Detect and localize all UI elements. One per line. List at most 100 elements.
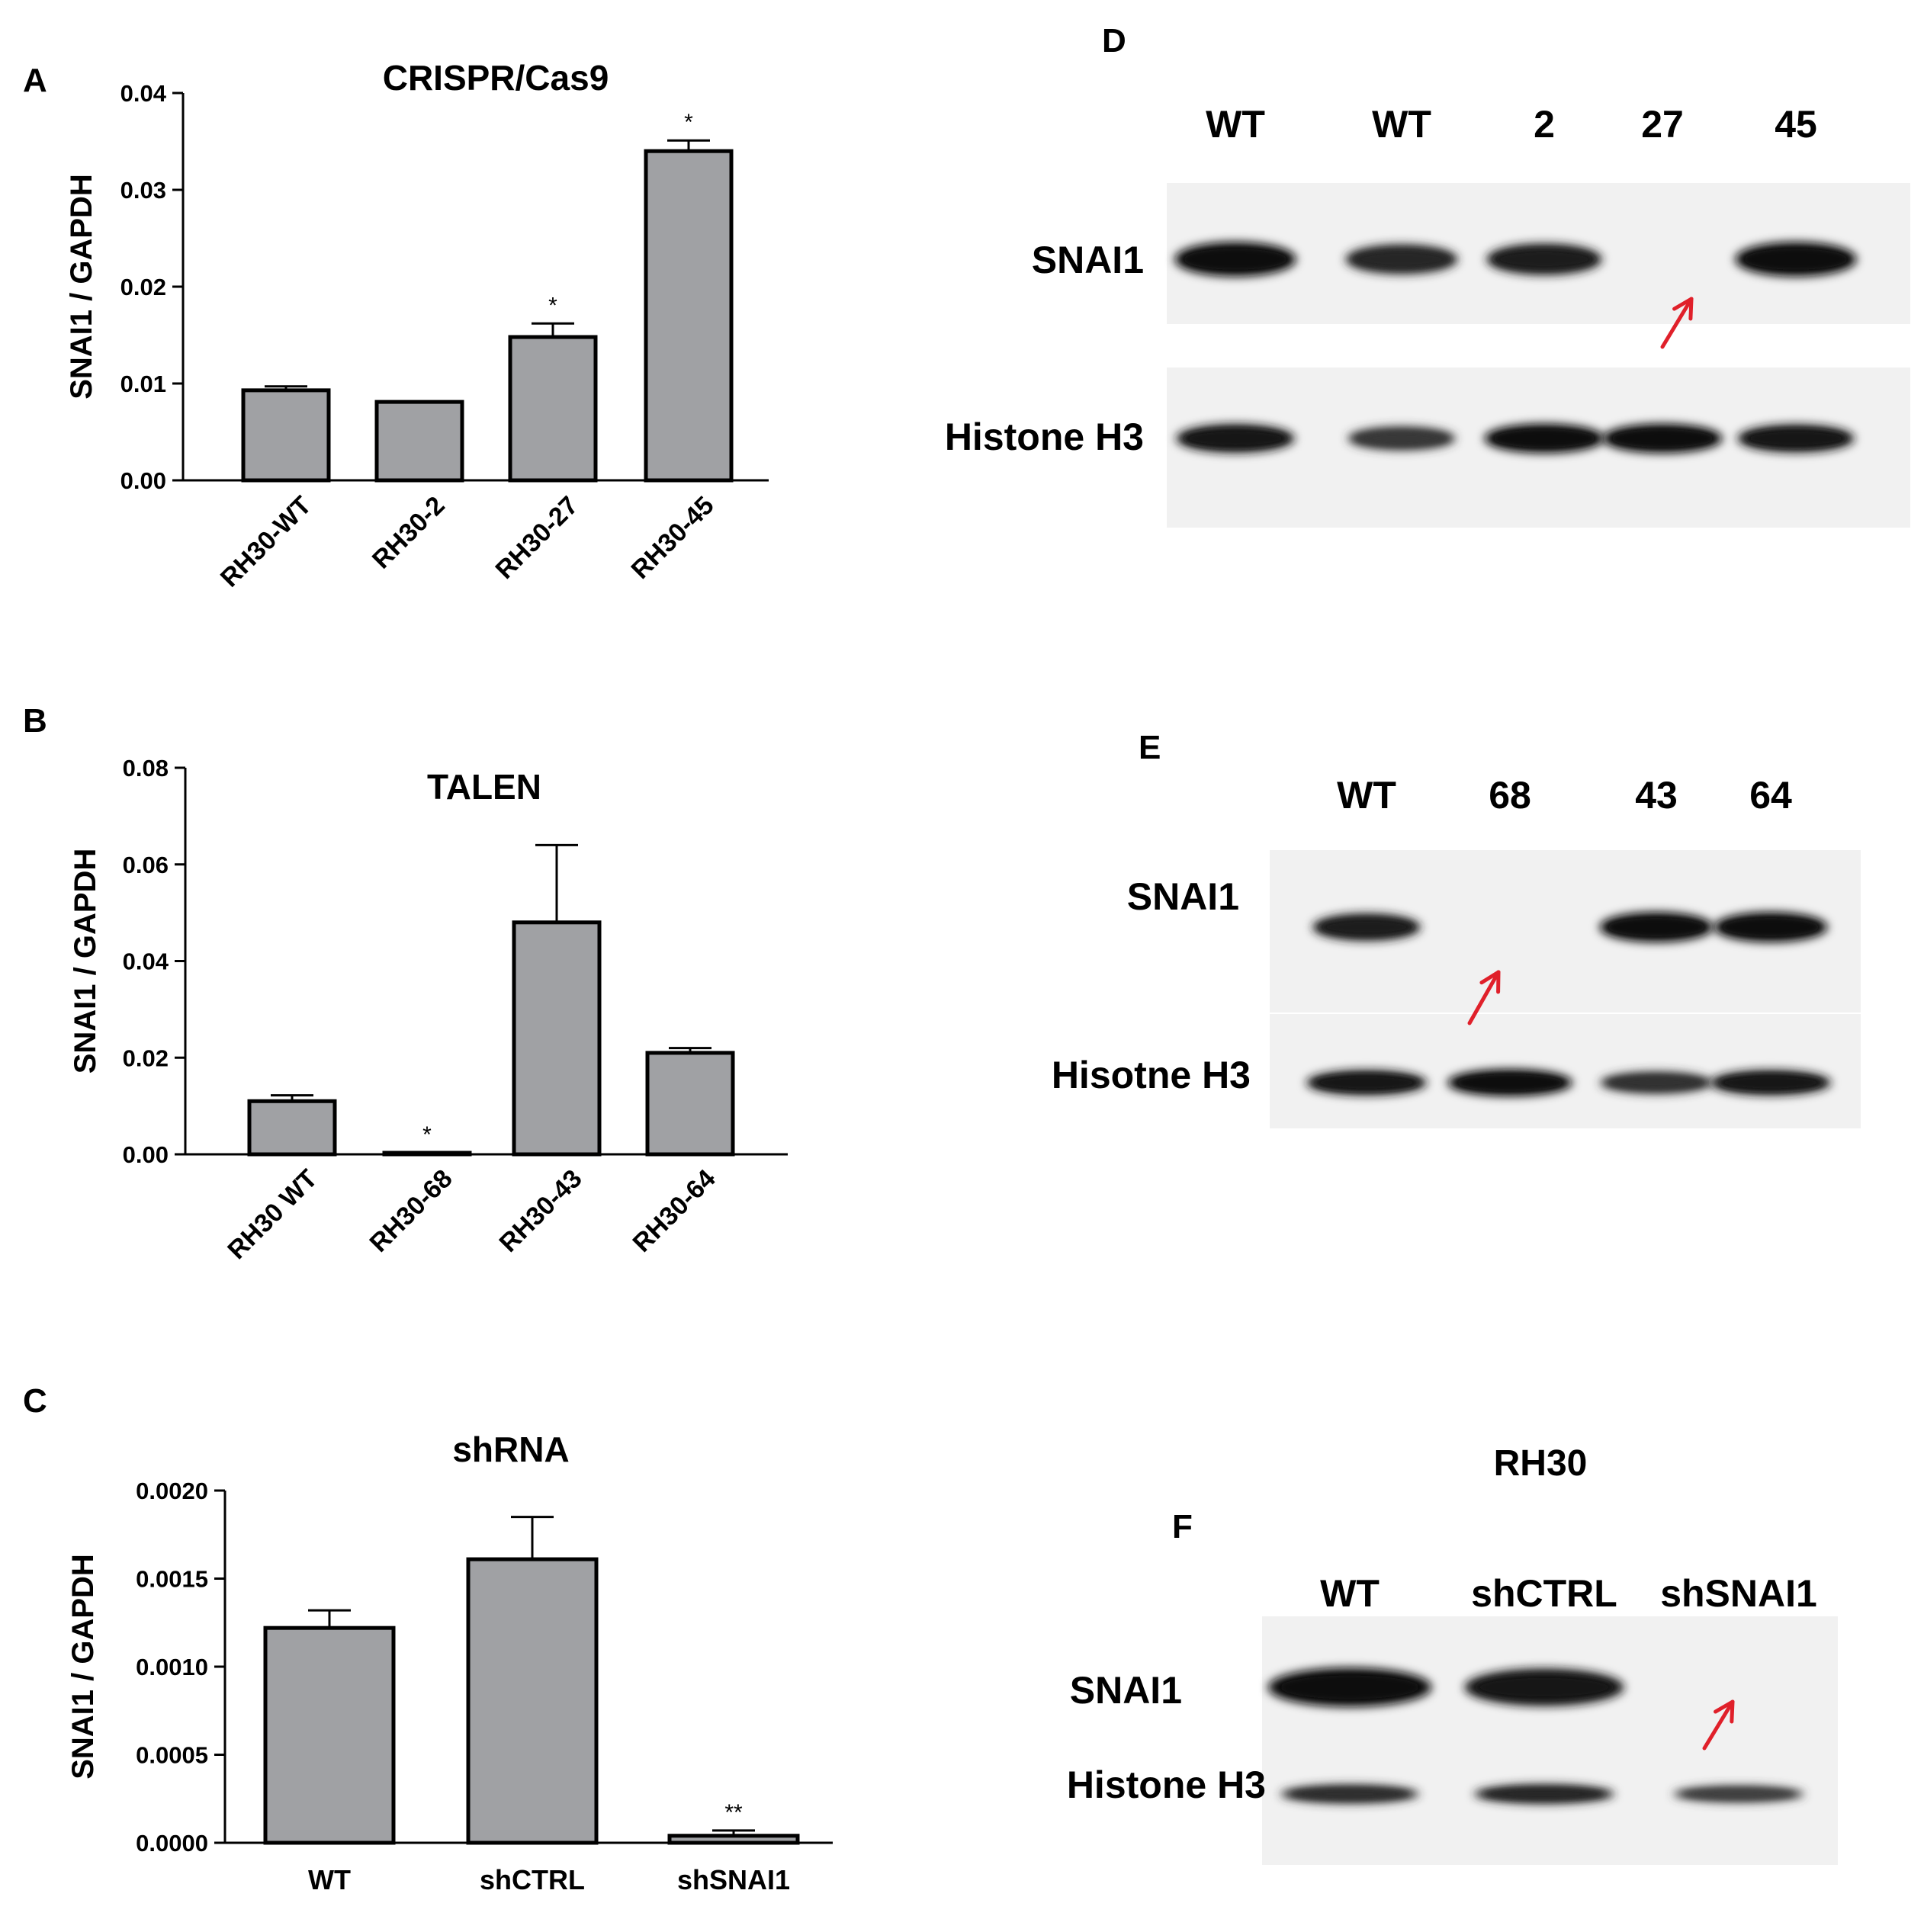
x-tick-label: RH30-43 xyxy=(494,1164,588,1258)
blot-row-label: Histone H3 xyxy=(1067,1764,1266,1806)
lane-label: WT xyxy=(1206,103,1265,146)
blot-band-core xyxy=(1290,1788,1409,1800)
x-tick-label: WT xyxy=(308,1864,351,1895)
western-blot-e: WT 68 43 64 SNAI1 Hisotne H3 xyxy=(1052,774,1861,1128)
bar xyxy=(512,920,602,1157)
lane-label: WT xyxy=(1372,103,1431,146)
y-axis-label: SNAI1 / GAPDH xyxy=(69,849,102,1074)
lane-label: 68 xyxy=(1489,774,1531,817)
blot-band-core xyxy=(1608,918,1705,936)
y-tick-label: 0.01 xyxy=(120,371,166,397)
lane-label: 43 xyxy=(1635,774,1678,817)
arrow-head-icon xyxy=(1730,1699,1735,1724)
blot-row-label: Histone H3 xyxy=(945,416,1144,458)
significance-label: ** xyxy=(724,1800,743,1825)
y-tick-label: 0.0015 xyxy=(136,1566,208,1593)
significance-label: * xyxy=(548,293,557,318)
western-blot-d: WT WT 2 27 45 SNAI1 Histone H3 xyxy=(945,103,1910,528)
blot-band-core xyxy=(1608,1076,1705,1090)
bar xyxy=(382,1151,472,1157)
panel-letter-e: E xyxy=(1139,729,1161,766)
blot-row-label: Hisotne H3 xyxy=(1052,1054,1251,1096)
lane-label: shSNAI1 xyxy=(1660,1572,1817,1615)
bar xyxy=(644,149,734,483)
blot-band-core xyxy=(1315,1074,1418,1091)
y-tick-label: 0.04 xyxy=(123,948,169,975)
lane-label: WT xyxy=(1337,774,1396,817)
blot-band-core xyxy=(1682,1789,1795,1799)
panel-letter-f: F xyxy=(1172,1508,1193,1545)
x-tick-label: shCTRL xyxy=(480,1864,585,1895)
x-tick-label: RH30-68 xyxy=(365,1164,458,1258)
panel-letter-c: C xyxy=(23,1382,47,1420)
lane-label: shCTRL xyxy=(1471,1572,1617,1615)
arrow-head-icon xyxy=(1714,1699,1735,1714)
arrow-icon xyxy=(1467,970,1501,1025)
y-tick-label: 0.0005 xyxy=(136,1742,208,1769)
arrow-head-icon xyxy=(1672,297,1694,311)
arrow-icon xyxy=(1660,297,1694,349)
x-tick-label: RH30 WT xyxy=(222,1164,323,1266)
bar xyxy=(667,1834,800,1845)
blot-band-core xyxy=(1484,1788,1604,1800)
lane-label: WT xyxy=(1320,1572,1380,1615)
blot-membrane xyxy=(1262,1752,1838,1865)
blot-band-core xyxy=(1495,249,1594,269)
blot-band-core xyxy=(1476,1676,1613,1699)
chart-crispr: CRISPR/Cas9 0.00 0.01 0.02 0.03 0.04 SNAI1 / G… xyxy=(65,58,769,593)
y-tick-label: 0.06 xyxy=(123,852,169,878)
x-tick-label: RH30-64 xyxy=(628,1164,721,1258)
bar xyxy=(247,1099,337,1157)
x-tick-label: RH30-WT xyxy=(215,491,317,593)
bar xyxy=(466,1557,599,1845)
western-blot-f: RH30 WT shCTRL shSNAI1 SNAI1 Histone H3 xyxy=(1067,1443,1838,1865)
x-tick-label: RH30-27 xyxy=(490,491,584,585)
y-tick-label: 0.0000 xyxy=(136,1830,208,1857)
y-tick-label: 0.02 xyxy=(123,1045,169,1071)
panel-letter-a: A xyxy=(23,62,47,99)
blot-band-core xyxy=(1744,249,1848,270)
blot-band-core xyxy=(1611,429,1714,448)
bar xyxy=(374,400,464,483)
blot-band-core xyxy=(1722,918,1820,936)
blot-title: RH30 xyxy=(1494,1443,1588,1484)
y-tick-label: 0.00 xyxy=(120,467,166,494)
lane-label: 45 xyxy=(1775,103,1817,146)
blot-band-core xyxy=(1354,250,1450,268)
y-tick-label: 0.04 xyxy=(120,80,167,107)
significance-label: * xyxy=(422,1122,432,1147)
blot-band-core xyxy=(1184,429,1286,448)
chart-title: CRISPR/Cas9 xyxy=(383,58,609,98)
y-tick-label: 0.0010 xyxy=(136,1654,208,1680)
bar xyxy=(508,335,598,483)
blot-band-core xyxy=(1355,431,1448,446)
chart-shrna: shRNA 0.0000 0.0005 0.0010 0.0015 0.0020 SNAI1… xyxy=(66,1430,833,1895)
x-tick-label: shSNAI1 xyxy=(677,1864,790,1895)
blot-band-core xyxy=(1746,429,1846,448)
chart-title: shRNA xyxy=(452,1430,569,1469)
blot-band-core xyxy=(1280,1675,1420,1699)
lane-label: 27 xyxy=(1641,103,1684,146)
blot-band-core xyxy=(1184,249,1287,270)
arrow-icon xyxy=(1702,1699,1735,1751)
arrow-head-icon xyxy=(1479,970,1501,985)
blot-band-core xyxy=(1320,919,1413,936)
significance-label: * xyxy=(684,110,693,135)
blot-band-core xyxy=(1492,429,1596,448)
blot-band-core xyxy=(1719,1074,1823,1091)
chart-talen: TALEN 0.00 0.02 0.04 0.06 0.08 SNAI1 / GAPDH RH… xyxy=(69,755,788,1265)
y-tick-label: 0.03 xyxy=(120,177,166,204)
lane-label: 64 xyxy=(1749,774,1792,817)
bar xyxy=(263,1626,396,1845)
panel-letter-d: D xyxy=(1102,22,1126,59)
y-tick-label: 0.0020 xyxy=(136,1478,208,1504)
y-axis-label: SNAI1 / GAPDH xyxy=(66,1554,100,1780)
blot-row-label: SNAI1 xyxy=(1032,239,1144,281)
panel-letter-b: B xyxy=(23,702,47,740)
chart-title: TALEN xyxy=(427,767,541,807)
lane-label: 2 xyxy=(1534,103,1555,146)
y-axis-label: SNAI1 / GAPDH xyxy=(65,174,98,400)
bar xyxy=(241,388,331,483)
blot-row-label: SNAI1 xyxy=(1127,875,1239,918)
